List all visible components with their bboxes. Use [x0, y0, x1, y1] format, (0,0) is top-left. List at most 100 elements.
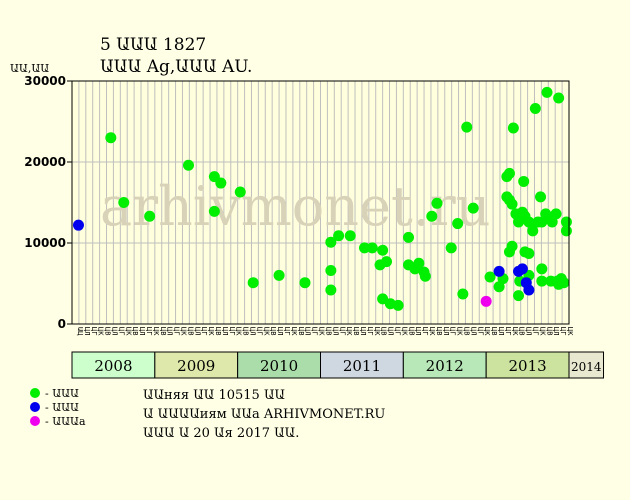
x-tick-label: ЦК	[345, 327, 353, 336]
data-point	[457, 288, 469, 300]
legend-swatch	[30, 388, 40, 398]
year-band	[320, 351, 404, 379]
data-point	[445, 242, 457, 254]
x-tick-label: ЦГ	[421, 327, 429, 335]
year-band	[154, 351, 239, 379]
data-point	[536, 275, 548, 287]
x-tick-label: ЦВ	[435, 327, 443, 335]
data-point	[247, 277, 259, 289]
data-point	[144, 210, 156, 222]
x-tick-label: ЦВ	[269, 327, 277, 335]
x-tick-label: ԱЦ	[76, 327, 84, 336]
x-tick-label: ЦВ	[159, 327, 167, 335]
y-axis-label: ԱԱ,ԱԱ	[10, 62, 49, 75]
legend-swatch	[30, 402, 40, 412]
x-tick-label: ЦГ	[504, 327, 512, 335]
data-point	[208, 205, 220, 217]
data-point	[480, 295, 492, 307]
chart-title: 5 ԱԱԱ 1827	[100, 35, 206, 55]
x-tick-label: ЦЛ	[193, 327, 201, 335]
data-point	[377, 244, 389, 256]
data-point	[182, 159, 194, 171]
data-point	[359, 242, 371, 254]
data-point	[484, 271, 496, 283]
legend: - ԱԱԱ- ԱԱԱ- ԱԱԱa	[30, 387, 86, 428]
x-tick-label: ЦК	[538, 327, 546, 336]
x-tick-label: ЦЛ	[304, 327, 312, 335]
info-line: ԱԱԱ Ա 20 Աя 2017 ԱԱ.	[143, 426, 299, 441]
data-point	[506, 240, 518, 252]
data-point	[72, 219, 84, 231]
x-tick-label: ЦК	[207, 327, 215, 336]
x-tick-label: ЦК	[179, 327, 187, 336]
data-point	[523, 248, 535, 260]
data-point	[273, 269, 285, 281]
plot-area	[71, 80, 570, 325]
x-tick-label: ЦГ	[338, 327, 346, 335]
x-tick-label: ЦГ	[145, 327, 153, 335]
x-tick-label: ЦГ	[449, 327, 457, 335]
legend-swatch	[30, 416, 40, 426]
x-tick-label: ЦК	[290, 327, 298, 336]
x-tick-label: ЦК	[456, 327, 464, 336]
data-point	[513, 290, 525, 302]
x-tick-label: ЦЛ	[138, 327, 146, 335]
x-tick-label: ЦК	[428, 327, 436, 336]
x-tick-label: ЦГ	[117, 327, 125, 335]
data-point	[461, 121, 473, 133]
x-tick-label: ЦВ	[186, 327, 194, 335]
year-band	[71, 351, 156, 379]
data-point	[527, 225, 539, 237]
x-tick-label: ЦК	[235, 327, 243, 336]
info-line: ԱԱняя ԱԱ 10515 ԱԱ	[143, 388, 285, 403]
data-point	[105, 132, 117, 144]
data-point	[536, 263, 548, 275]
x-tick-label: ЦК	[124, 327, 132, 336]
y-tick-label: 10000	[24, 236, 66, 250]
data-point	[467, 202, 479, 214]
x-tick-label: ЦК	[262, 327, 270, 336]
x-tick-label: ЦЛ	[469, 327, 477, 335]
data-point	[493, 265, 505, 277]
year-band	[402, 351, 487, 379]
x-tick-label: ЦЛ	[331, 327, 339, 335]
data-point	[507, 122, 519, 134]
x-tick-label: ЦГ	[559, 327, 567, 335]
x-tick-label: ЦЛ	[221, 327, 229, 335]
x-tick-label: ЦЛ	[414, 327, 422, 335]
year-label: 2011	[343, 357, 381, 375]
data-point	[118, 197, 130, 208]
x-tick-label: ЦВ	[104, 327, 112, 335]
y-tick-label: 20000	[24, 155, 66, 169]
x-tick-label: ЦЛ	[442, 327, 450, 335]
legend-label: - ԱԱԱ	[45, 401, 79, 414]
data-point	[452, 218, 464, 230]
data-point	[413, 257, 425, 269]
x-tick-label: ЦГ	[311, 327, 319, 335]
x-tick-label: ЦГ	[90, 327, 98, 335]
x-tick-label: ЦГ	[476, 327, 484, 335]
x-tick-label: ЦВ	[352, 327, 360, 335]
x-tick-label: ЦК	[483, 327, 491, 336]
data-point	[523, 284, 535, 296]
data-point	[426, 210, 438, 222]
data-points	[72, 86, 572, 311]
x-tick-label: ЦВ	[545, 327, 553, 335]
data-point	[325, 284, 337, 296]
axes: 0100002000030000ԱЦЦЛЦГЦКЦВЦЛЦГЦКЦВЦЛЦГЦК…	[24, 74, 605, 379]
data-point	[506, 198, 518, 210]
watermark: arhivmonet.ru	[100, 175, 490, 238]
data-point	[560, 225, 572, 237]
x-tick-label: ЦВ	[380, 327, 388, 335]
x-tick-label: ЦВ	[297, 327, 305, 335]
data-point	[403, 231, 415, 243]
chart-subtitle: ԱԱԱ Ag,ԱԱԱ AU.	[100, 57, 252, 77]
data-point	[344, 230, 356, 242]
x-tick-label: ЦВ	[131, 327, 139, 335]
data-point	[553, 92, 565, 104]
x-tick-label: ЦК	[152, 327, 160, 336]
x-tick-label: ЦЛ	[83, 327, 91, 335]
data-point	[366, 242, 378, 254]
x-tick-label: ЦВ	[214, 327, 222, 335]
x-tick-label: ЦК	[97, 327, 105, 336]
